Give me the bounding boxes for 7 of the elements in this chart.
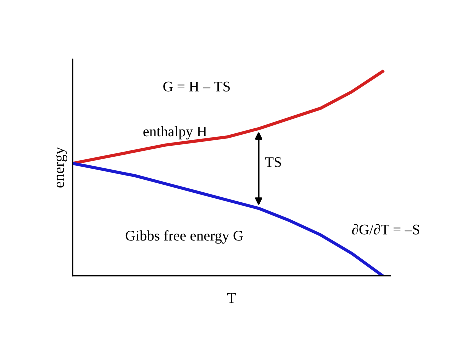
annotation: ∂G/∂T = –S bbox=[352, 224, 420, 235]
series-label: enthalpy H bbox=[144, 126, 208, 140]
y-axis-title: energy bbox=[56, 147, 68, 188]
annotation: TS bbox=[265, 158, 282, 168]
annotation: G = H – TS bbox=[164, 82, 230, 92]
x-axis-title: T bbox=[227, 293, 236, 304]
series-label: Gibbs free energy G bbox=[126, 230, 244, 244]
